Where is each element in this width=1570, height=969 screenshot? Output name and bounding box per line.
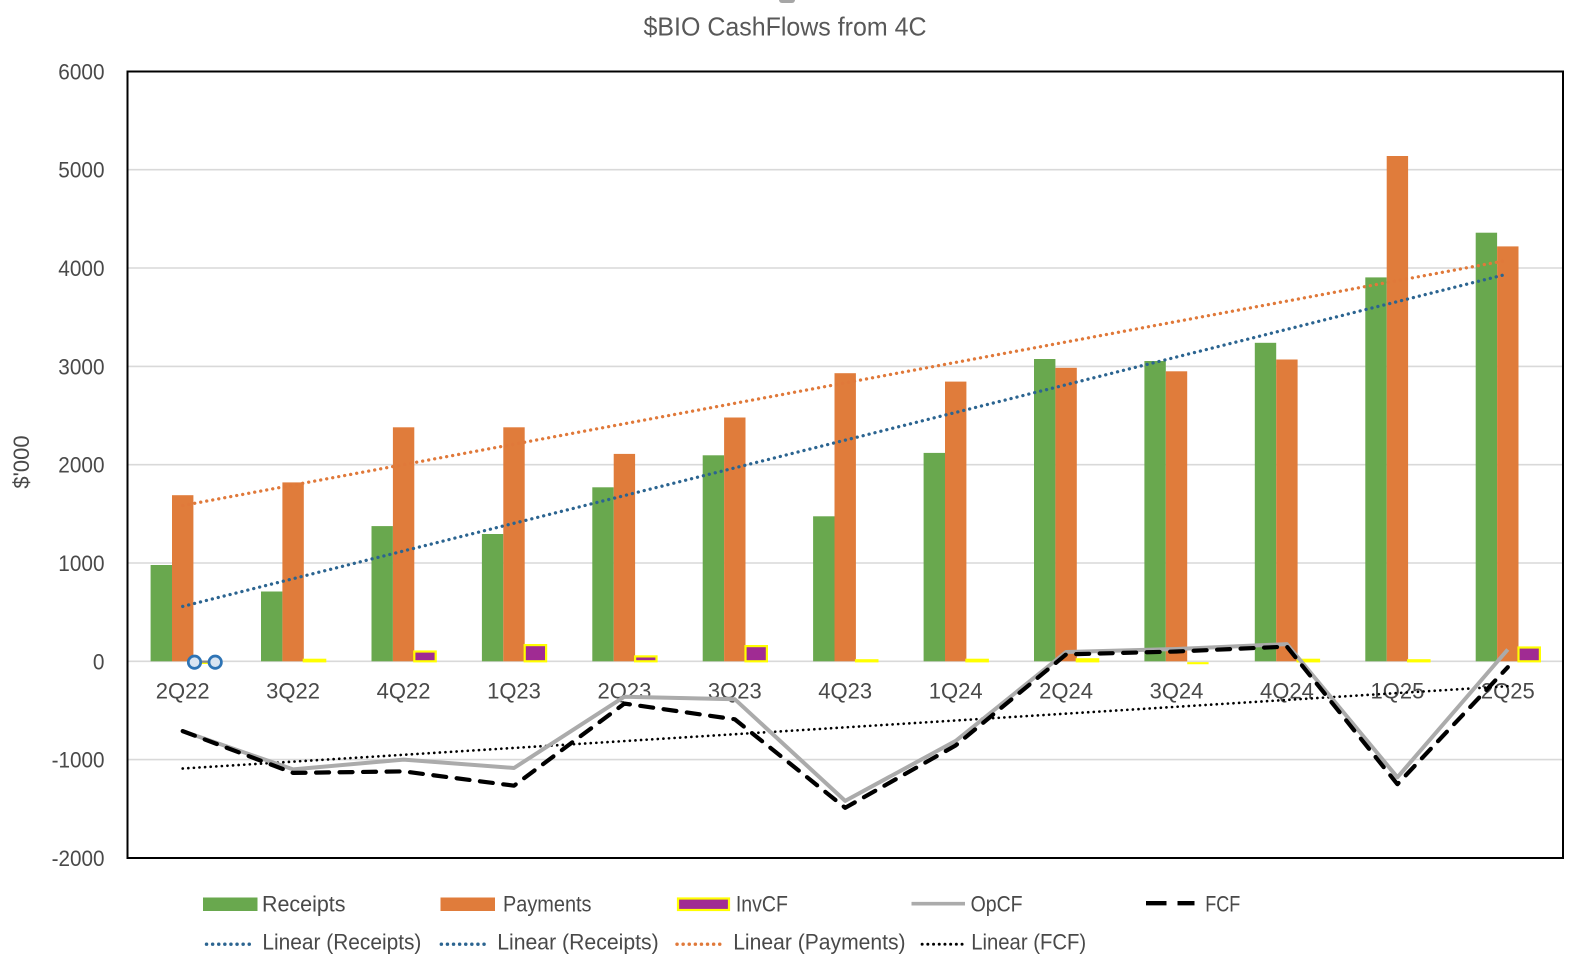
svg-text:5000: 5000 — [58, 158, 104, 183]
svg-text:Linear (Receipts): Linear (Receipts) — [262, 930, 421, 955]
svg-text:Linear (Receipts): Linear (Receipts) — [497, 930, 659, 955]
svg-text:3Q24: 3Q24 — [1150, 679, 1204, 704]
svg-text:$BIO CashFlows from 4C: $BIO CashFlows from 4C — [644, 12, 927, 42]
svg-text:2Q22: 2Q22 — [156, 679, 210, 704]
svg-text:6000: 6000 — [58, 59, 104, 84]
svg-text:InvCF: InvCF — [736, 892, 788, 917]
svg-text:-1000: -1000 — [52, 748, 105, 773]
svg-text:1Q23: 1Q23 — [487, 679, 541, 704]
svg-text:1Q24: 1Q24 — [929, 679, 983, 704]
svg-text:2Q25: 2Q25 — [1481, 679, 1535, 704]
svg-text:1Q25: 1Q25 — [1370, 679, 1424, 704]
svg-text:4Q24: 4Q24 — [1260, 679, 1314, 704]
svg-text:-2000: -2000 — [52, 846, 105, 871]
svg-text:Linear (Payments): Linear (Payments) — [733, 930, 905, 955]
svg-text:OpCF: OpCF — [971, 892, 1023, 917]
svg-text:2Q24: 2Q24 — [1039, 679, 1093, 704]
svg-text:Linear (FCF): Linear (FCF) — [971, 930, 1086, 955]
svg-text:0: 0 — [93, 649, 105, 674]
svg-text:4Q23: 4Q23 — [818, 679, 872, 704]
svg-text:3000: 3000 — [58, 354, 104, 379]
svg-text:4000: 4000 — [58, 256, 104, 281]
svg-text:1000: 1000 — [58, 551, 104, 576]
svg-text:Payments: Payments — [503, 892, 592, 917]
svg-text:4Q22: 4Q22 — [377, 679, 431, 704]
svg-text:2Q23: 2Q23 — [597, 679, 651, 704]
svg-text:Receipts: Receipts — [262, 892, 346, 917]
svg-text:FCF: FCF — [1205, 892, 1240, 917]
svg-text:$'000: $'000 — [9, 435, 34, 488]
svg-text:3Q22: 3Q22 — [266, 679, 320, 704]
svg-text:2000: 2000 — [58, 453, 104, 478]
